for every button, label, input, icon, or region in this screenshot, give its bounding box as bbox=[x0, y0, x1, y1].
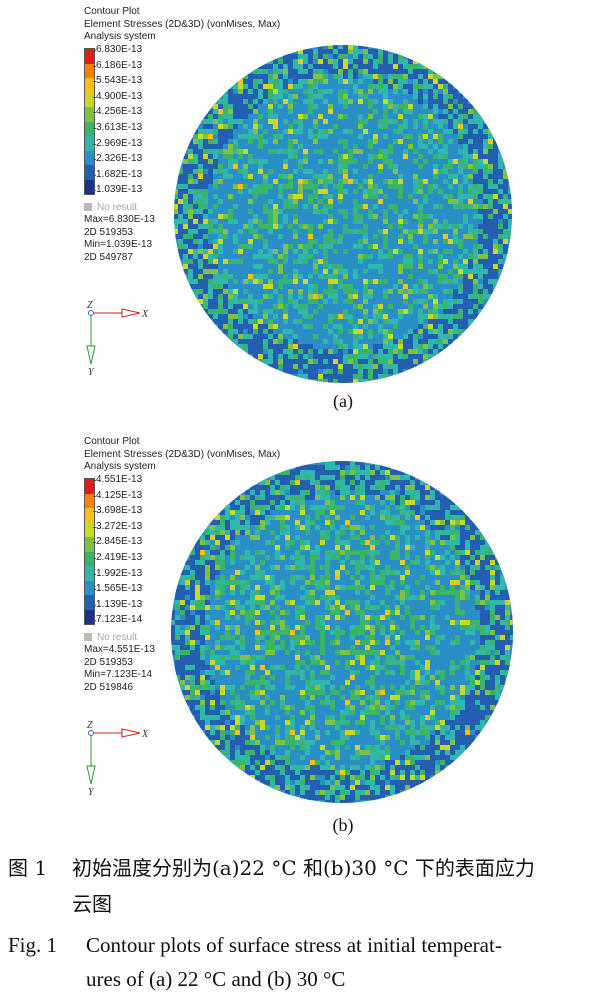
legend-subtitle: Element Stresses (2D&3D) (vonMises, Max) bbox=[84, 448, 281, 460]
triad-y-label: Y bbox=[88, 367, 95, 378]
triad-x-label: X bbox=[141, 729, 149, 740]
colorbar-segment bbox=[85, 551, 94, 566]
no-result-label: No result bbox=[97, 202, 138, 213]
no-result-swatch bbox=[84, 633, 92, 641]
colorbar-segment bbox=[85, 136, 94, 151]
axis-triad-icon: Z X Y bbox=[86, 300, 149, 378]
legend-subtitle: Element Stresses (2D&3D) (vonMises, Max) bbox=[84, 18, 281, 30]
no-result-key: No result bbox=[84, 202, 137, 213]
colorbar-segment bbox=[85, 150, 94, 165]
caption-en-line2: ures of (a) 22 °C and (b) 30 °C bbox=[86, 967, 346, 991]
caption-en-line1: Contour plots of surface stress at initi… bbox=[86, 933, 502, 957]
stress-contour-plot bbox=[171, 461, 513, 803]
colorbar-tick: 3.613E-13 bbox=[92, 122, 143, 133]
triad-y-label: Y bbox=[88, 787, 95, 798]
colorbar-segment bbox=[85, 479, 94, 494]
colorbar-segment bbox=[85, 121, 94, 136]
max-value: Max=6.830E-13 bbox=[84, 214, 155, 225]
legend-system: Analysis system bbox=[84, 461, 156, 472]
legend-title: Contour Plot bbox=[84, 6, 140, 17]
figure-panel-b: Contour Plot Element Stresses (2D&3D) (v… bbox=[0, 428, 600, 838]
colorbar-tick: 2.845E-13 bbox=[92, 536, 143, 548]
colorbar-segment bbox=[85, 179, 94, 194]
colorbar-segment bbox=[85, 522, 94, 537]
legend-system: Analysis system bbox=[84, 31, 156, 42]
contour-cells bbox=[174, 45, 512, 383]
min-value: Min=1.039E-13 bbox=[84, 239, 153, 251]
colorbar-tick: 4.900E-13 bbox=[92, 90, 143, 102]
caption-zh-line2: 云图 bbox=[72, 892, 112, 916]
colorbar-segment bbox=[85, 107, 94, 122]
colorbar-segment bbox=[85, 595, 94, 610]
triad-z-label: Z bbox=[87, 720, 93, 731]
panel-label: (a) bbox=[333, 391, 353, 411]
colorbar-tick: 4.551E-13 bbox=[92, 474, 143, 485]
colorbar-tick: 3.272E-13 bbox=[92, 520, 143, 532]
max-element: 2D 519353 bbox=[84, 226, 133, 238]
colorbar-segment bbox=[85, 92, 94, 107]
legend-title: Contour Plot bbox=[84, 436, 140, 447]
max-element: 2D 519353 bbox=[84, 656, 133, 668]
colorbar-tick: 2.419E-13 bbox=[92, 552, 143, 563]
stats-block: Max=4.551E-13 2D 519353 Min=7.123E-14 2D… bbox=[84, 644, 155, 694]
no-result-swatch bbox=[84, 203, 92, 211]
caption-zh-number: 图 1 bbox=[8, 856, 48, 880]
colorbar-segment bbox=[85, 609, 94, 624]
colorbar-tick: 6.830E-13 bbox=[92, 44, 143, 55]
figure-panel-a: Contour Plot Element Stresses (2D&3D) (v… bbox=[0, 0, 600, 420]
colorbar-tick: 6.186E-13 bbox=[92, 59, 143, 71]
colorbar-tick: 4.125E-13 bbox=[92, 489, 143, 501]
min-element: 2D 519846 bbox=[84, 681, 133, 693]
colorbar-segment bbox=[85, 78, 94, 93]
colorbar-segment bbox=[85, 493, 94, 508]
triad-x-label: X bbox=[141, 309, 149, 320]
colorbar bbox=[84, 478, 95, 625]
colorbar-tick: 2.326E-13 bbox=[92, 153, 143, 165]
colorbar-segment bbox=[85, 508, 94, 523]
colorbar-tick: 4.256E-13 bbox=[92, 106, 143, 118]
legend-header: Contour Plot Element Stresses (2D&3D) (v… bbox=[84, 6, 280, 44]
colorbar-tick: 1.565E-13 bbox=[92, 583, 143, 595]
min-element: 2D 549787 bbox=[84, 251, 133, 263]
panel-label: (b) bbox=[332, 815, 354, 835]
colorbar-segment bbox=[85, 63, 94, 78]
colorbar-tick: 1.992E-13 bbox=[92, 567, 143, 579]
colorbar-segment bbox=[85, 49, 94, 64]
colorbar-tick: 5.543E-13 bbox=[92, 75, 143, 87]
triad-z-label: Z bbox=[87, 300, 93, 311]
no-result-label: No result bbox=[97, 632, 138, 643]
axis-triad-icon: Z X Y bbox=[86, 720, 149, 798]
colorbar-tick: 1.039E-13 bbox=[92, 184, 143, 196]
caption-english: Fig. 1 Contour plots of surface stress at… bbox=[8, 928, 598, 996]
colorbar-segment bbox=[85, 580, 94, 595]
colorbar-tick: 1.682E-13 bbox=[92, 168, 143, 180]
colorbar-tick: 3.698E-13 bbox=[92, 505, 143, 517]
legend-header: Contour Plot Element Stresses (2D&3D) (v… bbox=[84, 436, 280, 474]
caption-zh-line1: 初始温度分别为(a)22 °C 和(b)30 °C 下的表面应力 bbox=[72, 856, 535, 880]
colorbar-segment bbox=[85, 165, 94, 180]
caption-chinese: 图 1 初始温度分别为(a)22 °C 和(b)30 °C 下的表面应力 云图 bbox=[8, 850, 598, 922]
stats-block: Max=6.830E-13 2D 519353 Min=1.039E-13 2D… bbox=[84, 214, 155, 264]
stress-contour-plot bbox=[174, 45, 512, 383]
colorbar-tick: 1.139E-13 bbox=[92, 598, 143, 610]
max-value: Max=4.551E-13 bbox=[84, 644, 155, 655]
colorbar-tick: 2.969E-13 bbox=[92, 137, 143, 149]
min-value: Min=7.123E-14 bbox=[84, 669, 153, 681]
caption-en-number: Fig. 1 bbox=[8, 933, 58, 957]
colorbar bbox=[84, 48, 95, 195]
colorbar-segment bbox=[85, 566, 94, 581]
colorbar-segment bbox=[85, 537, 94, 552]
contour-cells bbox=[171, 461, 513, 803]
colorbar-tick: 7.123E-14 bbox=[92, 614, 143, 626]
no-result-key: No result bbox=[84, 632, 137, 643]
